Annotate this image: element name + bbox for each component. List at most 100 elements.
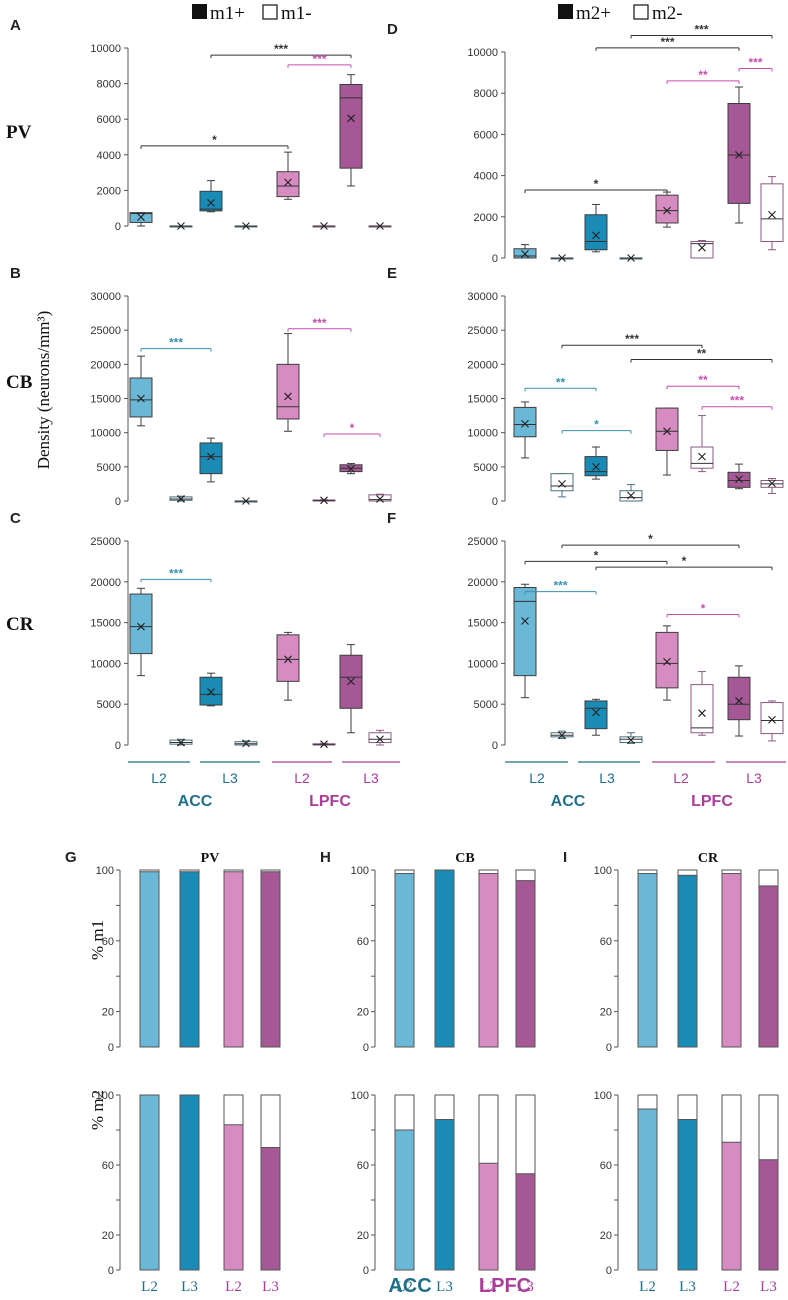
region-lpfc: LPFC: [309, 793, 351, 810]
box-acc-l3: [584, 698, 608, 736]
legend-m2-plus: m2+: [576, 3, 611, 24]
box-iqr: [690, 241, 714, 259]
y-tick-label: 25000: [90, 536, 121, 548]
y-tick-label: 10000: [90, 658, 121, 670]
bar-x-label: L3: [517, 1279, 534, 1295]
box-iqr: [368, 732, 392, 744]
box-mean-marker: [376, 222, 384, 230]
y-tick-label: 20: [357, 1007, 369, 1019]
box-mean-marker: [663, 206, 671, 215]
bar-x-label: L2: [723, 1279, 740, 1295]
box-mean-marker: [698, 452, 706, 461]
significance-bracket: **: [630, 347, 773, 363]
y-tick-label: 0: [363, 1265, 369, 1277]
bar-panel-title: PV: [201, 851, 220, 866]
bar-x-label: L3: [436, 1279, 453, 1295]
box-iqr: [550, 473, 574, 492]
significance-bracket: *: [524, 177, 668, 194]
box-acc-l3: [619, 732, 643, 744]
y-tick-label: 15000: [90, 394, 121, 406]
box-mean-marker: [177, 738, 185, 747]
bar-positive-fraction: [223, 871, 244, 1048]
y-tick-label: 25000: [467, 325, 498, 337]
group-labels-left: L2 L3 L2 L3 ACC LPFC: [128, 761, 400, 810]
box-lpfc-l2: [276, 631, 300, 701]
legend-m1-plus: m1+: [210, 3, 245, 24]
box-acc-l2: [513, 244, 537, 259]
significance-label: ***: [312, 52, 326, 66]
significance-label: **: [698, 373, 708, 387]
box-lpfc-l3: [727, 665, 751, 737]
box-mean-marker: [284, 178, 292, 187]
box-iqr: [513, 406, 537, 438]
bar-panel-I: I CR 0 20 60 100 0 20 60 100 L2 L3 L2 L3: [563, 849, 779, 1295]
box-lpfc-l2: [690, 415, 714, 473]
y-tick-label: 0: [492, 253, 498, 265]
box-acc-l2: [129, 355, 153, 427]
legend-m1: m1+ m1-: [192, 3, 312, 24]
y-tick-label: 0: [492, 740, 498, 752]
significance-label: *: [594, 418, 599, 432]
significance-bracket: **: [666, 68, 740, 84]
box-acc-l3: [584, 446, 608, 480]
bar-panel-G: G PV 0 20 60 100 0 20 60 100 L2 L3 L2 L3: [65, 849, 281, 1295]
significance-bracket: *: [595, 554, 773, 571]
box-mean-marker: [698, 709, 706, 718]
label-acc-l2: L2: [151, 770, 167, 786]
significance-label: *: [594, 548, 599, 562]
legend-m2: m2+ m2-: [558, 3, 683, 24]
box-iqr: [655, 194, 679, 224]
y-tick-label: 0: [108, 1042, 114, 1054]
legend-m1-minus: m1-: [281, 3, 312, 24]
box-panel-E: E050001000015000200002500030000*********…: [387, 265, 784, 508]
y-tick-label: 100: [594, 865, 612, 877]
bar-x-label: L2: [141, 1279, 158, 1295]
panel-letter: D: [387, 21, 398, 38]
y-tick-label: 4000: [474, 171, 498, 183]
group-labels-right: L2 L3 L2 L3 ACC LPFC: [505, 761, 786, 810]
significance-label: *: [212, 133, 217, 147]
bar-positive-fraction: [637, 873, 658, 1048]
box-lpfc-l3: [760, 477, 784, 494]
box-mean-marker: [207, 198, 215, 207]
region-acc: ACC: [178, 793, 213, 810]
box-iqr: [276, 171, 300, 198]
bar-positive-fraction: [394, 873, 415, 1048]
bar-positive-fraction: [223, 1124, 244, 1271]
box-mean-marker: [592, 462, 600, 471]
y-tick-label: 20: [102, 1230, 114, 1242]
box-lpfc-l3: [727, 463, 751, 490]
significance-label: ***: [274, 42, 288, 56]
bar-positive-fraction: [515, 880, 536, 1048]
significance-bracket: ***: [595, 35, 740, 51]
y-tick-label: 20: [600, 1007, 612, 1019]
bar-positive-fraction: [515, 1173, 536, 1271]
box-mean-marker: [347, 677, 355, 686]
box-acc-l2: [169, 222, 193, 230]
bar-positive-fraction: [434, 869, 455, 1048]
bar-positive-fraction: [260, 1147, 281, 1271]
box-mean-marker: [592, 708, 600, 717]
box-mean-marker: [320, 496, 328, 505]
box-lpfc-l2: [312, 496, 336, 505]
bar-panel-title: CR: [698, 851, 719, 866]
box-mean-marker: [207, 452, 215, 461]
box-lpfc-l2: [276, 151, 300, 200]
y-tick-label: 0: [492, 496, 498, 508]
bar-x-label: L2: [480, 1279, 497, 1295]
box-iqr: [368, 494, 392, 502]
y-tick-label: 100: [351, 1090, 369, 1102]
y-tick-label: 20: [357, 1230, 369, 1242]
box-mean-marker: [768, 715, 776, 724]
y-tick-label: 20: [102, 1007, 114, 1019]
y-tick-label: 8000: [97, 79, 121, 91]
bar-x-label: L3: [181, 1279, 198, 1295]
box-mean-marker: [347, 464, 355, 473]
significance-label: ***: [553, 579, 567, 593]
box-iqr: [584, 700, 608, 730]
y-axis-title: Density (neurons/mm³): [34, 311, 53, 470]
box-lpfc-l2: [655, 191, 679, 228]
bar-positive-fraction: [721, 873, 742, 1048]
panel-letter: A: [10, 17, 21, 34]
y-tick-label: 6000: [97, 114, 121, 126]
